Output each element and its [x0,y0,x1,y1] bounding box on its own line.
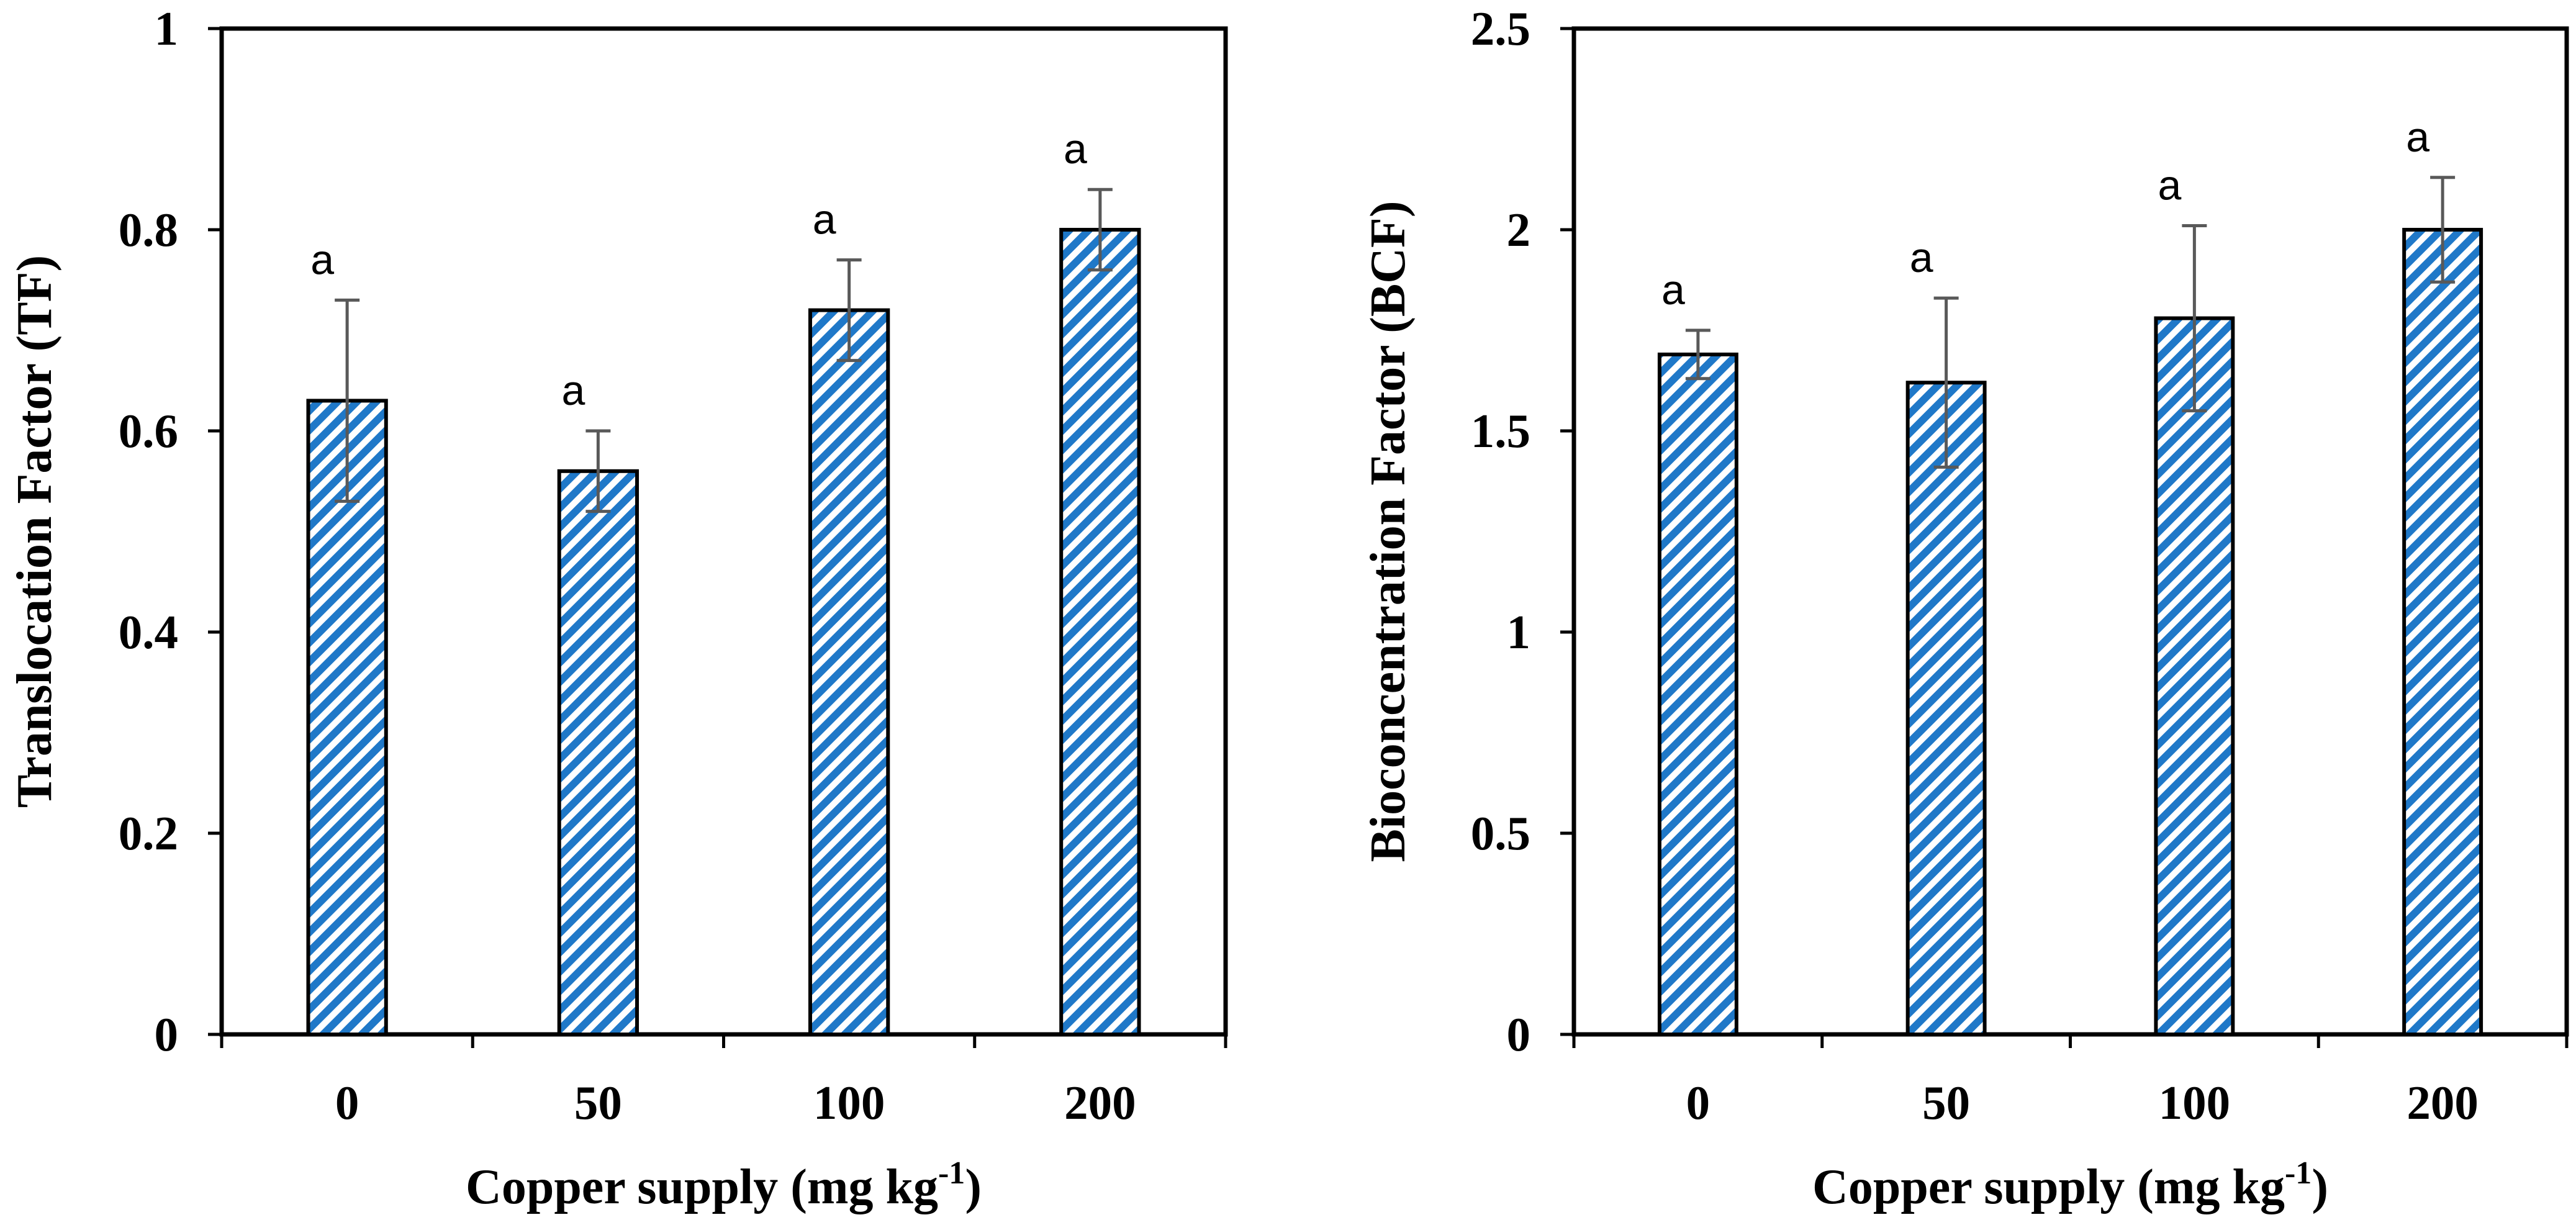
x-tick-label: 100 [813,1076,885,1129]
y-axis-title: Translocation Factor (TF) [7,255,62,808]
y-axis-title: Bioconcentration Factor (BCF) [1361,201,1416,862]
x-axis-title-superscript: -1 [938,1155,965,1191]
y-tick-label: 1 [1507,605,1531,659]
significance-label: a [2158,162,2181,209]
x-tick-label: 200 [2407,1076,2479,1129]
x-axis-title: Copper supply (mg kg-1) [1812,1155,2328,1214]
y-tick-label: 0.8 [119,203,178,256]
significance-label: a [310,236,334,283]
significance-label: a [1910,234,1933,281]
bar [808,308,890,1037]
bar [306,399,388,1036]
chart-panel-translocation-factor: 0 0.2 0.4 0.6 0.8 1 a 0 a 50 a 100 a 200 Copper supply… [7,2,1228,1214]
bar [1059,228,1141,1036]
y-tick-label: 0.2 [119,807,178,860]
x-axis-title-main: Copper supply (mg kg [1812,1160,2285,1214]
bar [2154,316,2235,1036]
x-axis-title: Copper supply (mg kg-1) [466,1155,982,1214]
y-tick-label: 1 [155,2,179,55]
y-tick-label: 0 [155,1008,179,1061]
significance-label: a [1064,125,1087,173]
bar [1905,381,1987,1036]
y-tick-label: 2.5 [1471,2,1530,55]
significance-label: a [561,367,585,414]
y-tick-label: 0.4 [119,605,178,659]
x-axis-title-end: ) [965,1160,982,1214]
y-tick-label: 2 [1507,203,1531,256]
significance-label: a [813,196,836,243]
x-axis-title-end: ) [2312,1160,2328,1214]
bar [2402,228,2483,1036]
x-tick-label: 0 [1686,1076,1711,1129]
x-tick-label: 0 [335,1076,359,1129]
bar [1657,352,1738,1036]
y-tick-label: 1.5 [1471,404,1530,458]
y-tick-label: 0.5 [1471,807,1530,860]
y-tick-label: 0 [1507,1008,1531,1061]
x-axis-title-superscript: -1 [2285,1155,2312,1191]
x-axis-title-main: Copper supply (mg kg [466,1160,938,1214]
x-tick-label: 50 [574,1076,622,1129]
significance-label: a [2406,114,2429,161]
chart-panel-bioconcentration-factor: 0 0.5 1 1.5 2 2.5 a 0 a 50 a 100 a 200 Copper supply (… [1361,2,2569,1214]
x-tick-label: 50 [1922,1076,1970,1129]
bar [557,469,639,1036]
y-tick-label: 0.6 [119,404,178,458]
x-tick-label: 200 [1064,1076,1136,1129]
significance-label: a [1661,266,1685,314]
x-tick-label: 100 [2159,1076,2231,1129]
